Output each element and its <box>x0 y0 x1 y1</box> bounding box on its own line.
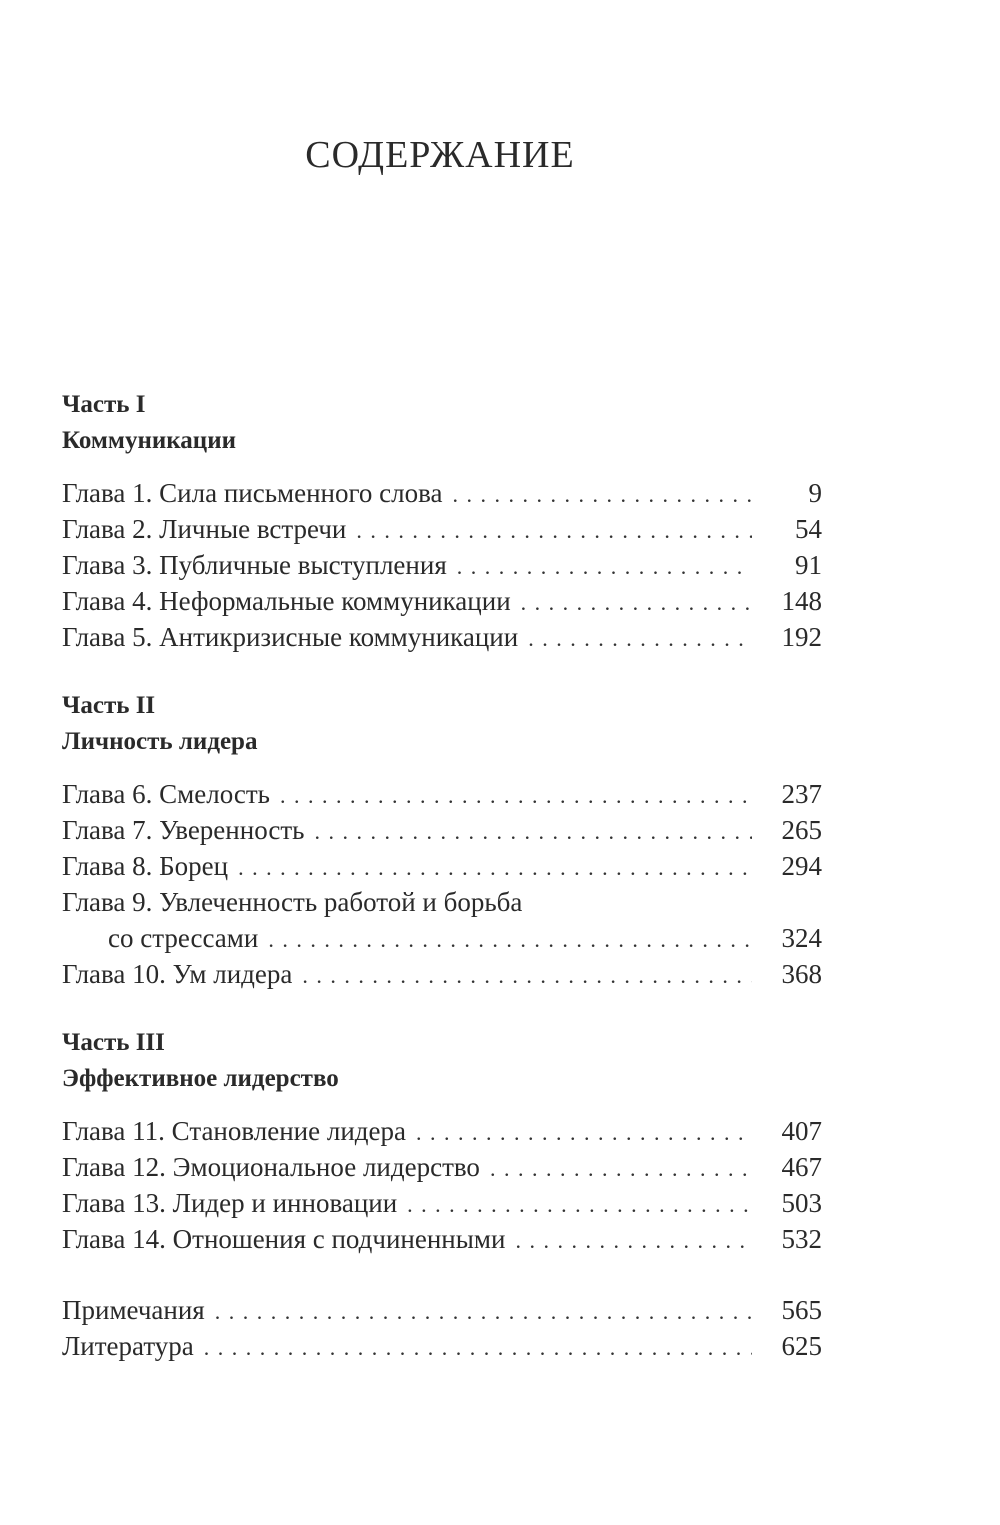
dot-leader <box>204 1330 752 1366</box>
part-1: Часть I Коммуникации Глава 1. Сила письм… <box>62 387 822 655</box>
toc-entry-bibliography[interactable]: Литература 625 <box>62 1328 822 1364</box>
toc-entry[interactable]: Глава 2. Личные встречи 54 <box>62 511 822 547</box>
entry-title: Литература <box>62 1331 194 1361</box>
toc-entry-continuation[interactable]: со стрессами 324 <box>62 920 822 956</box>
entry-title: Глава 6. Смелость <box>62 779 270 809</box>
dot-leader <box>356 513 752 549</box>
toc-entry[interactable]: Глава 1. Сила письменного слова 9 <box>62 475 822 511</box>
toc-entry[interactable]: Глава 8. Борец 294 <box>62 848 822 884</box>
page-number: 324 <box>781 923 823 953</box>
dot-leader <box>490 1151 752 1187</box>
page-number: 368 <box>781 959 823 989</box>
toc-entry[interactable]: Глава 11. Становление лидера 407 <box>62 1113 822 1149</box>
part-label: Часть I <box>62 391 146 418</box>
toc-entry[interactable]: Глава 5. Антикризисные коммуникации 192 <box>62 619 822 655</box>
page-title: СОДЕРЖАНИЕ <box>305 134 575 176</box>
page-number: 467 <box>781 1152 823 1182</box>
dot-leader <box>238 850 752 886</box>
dot-leader <box>457 549 752 585</box>
dot-leader <box>302 958 752 994</box>
entry-title-continuation: со стрессами <box>108 923 259 953</box>
entry-title: Глава 11. Становление лидера <box>62 1116 406 1146</box>
page-number: 625 <box>781 1331 823 1361</box>
page-number: 9 <box>808 478 823 508</box>
dot-leader <box>452 477 752 513</box>
entry-title: Глава 5. Антикризисные коммуникации <box>62 622 519 652</box>
toc-entry[interactable]: Глава 6. Смелость 237 <box>62 776 822 812</box>
entry-title: Глава 3. Публичные выступления <box>62 550 447 580</box>
dot-leader <box>528 621 752 657</box>
part-name: Эффективное лидерство <box>62 1065 339 1092</box>
page-number: 503 <box>781 1188 823 1218</box>
toc-entry[interactable]: Глава 3. Публичные выступления 91 <box>62 547 822 583</box>
entry-title: Глава 8. Борец <box>62 851 229 881</box>
page-number: 294 <box>781 851 823 881</box>
part-2: Часть II Личность лидера Глава 6. Смелос… <box>62 688 822 992</box>
page-number: 91 <box>795 550 822 580</box>
toc-entry[interactable]: Глава 4. Неформальные коммуникации 148 <box>62 583 822 619</box>
entry-title: Глава 1. Сила письменного слова <box>62 478 443 508</box>
entry-title: Глава 10. Ум лидера <box>62 959 293 989</box>
page-number: 54 <box>795 514 822 544</box>
page-number: 407 <box>781 1116 823 1146</box>
toc-entry[interactable]: Глава 13. Лидер и инновации 503 <box>62 1185 822 1221</box>
dot-leader <box>521 585 752 621</box>
entry-title: Глава 4. Неформальные коммуникации <box>62 586 511 616</box>
page-number: 532 <box>781 1224 823 1254</box>
entry-title: Примечания <box>62 1295 205 1325</box>
entry-title: Глава 9. Увлеченность работой и борьба <box>62 887 523 917</box>
dot-leader <box>280 778 752 814</box>
toc-entry[interactable]: Глава 14. Отношения с подчиненными 532 <box>62 1221 822 1257</box>
part-name: Коммуникации <box>62 427 237 454</box>
dot-leader <box>314 814 752 850</box>
page-number: 565 <box>781 1295 823 1325</box>
page-number: 192 <box>781 622 823 652</box>
dot-leader <box>215 1294 752 1330</box>
entry-title: Глава 2. Личные встречи <box>62 514 347 544</box>
entry-title: Глава 13. Лидер и инновации <box>62 1188 398 1218</box>
part-label: Часть II <box>62 692 156 719</box>
dot-leader <box>515 1223 752 1259</box>
page-number: 237 <box>781 779 823 809</box>
page-number: 265 <box>781 815 823 845</box>
dot-leader <box>407 1187 752 1223</box>
page-number: 148 <box>781 586 823 616</box>
part-name: Личность лидера <box>62 728 258 755</box>
toc-entry[interactable]: Глава 9. Увлеченность работой и борьба <box>62 884 822 920</box>
toc-entry[interactable]: Глава 12. Эмоциональное лидерство 467 <box>62 1149 822 1185</box>
back-matter: Примечания 565 Литература 625 <box>62 1292 822 1364</box>
toc-entry-notes[interactable]: Примечания 565 <box>62 1292 822 1328</box>
part-3: Часть III Эффективное лидерство Глава 11… <box>62 1025 822 1257</box>
dot-leader <box>416 1115 752 1151</box>
entry-title: Глава 7. Уверенность <box>62 815 305 845</box>
toc-entry[interactable]: Глава 7. Уверенность 265 <box>62 812 822 848</box>
entry-title: Глава 12. Эмоциональное лидерство <box>62 1152 480 1182</box>
part-label: Часть III <box>62 1029 165 1056</box>
toc-entry[interactable]: Глава 10. Ум лидера 368 <box>62 956 822 992</box>
dot-leader <box>268 922 752 958</box>
entry-title: Глава 14. Отношения с подчиненными <box>62 1224 506 1254</box>
